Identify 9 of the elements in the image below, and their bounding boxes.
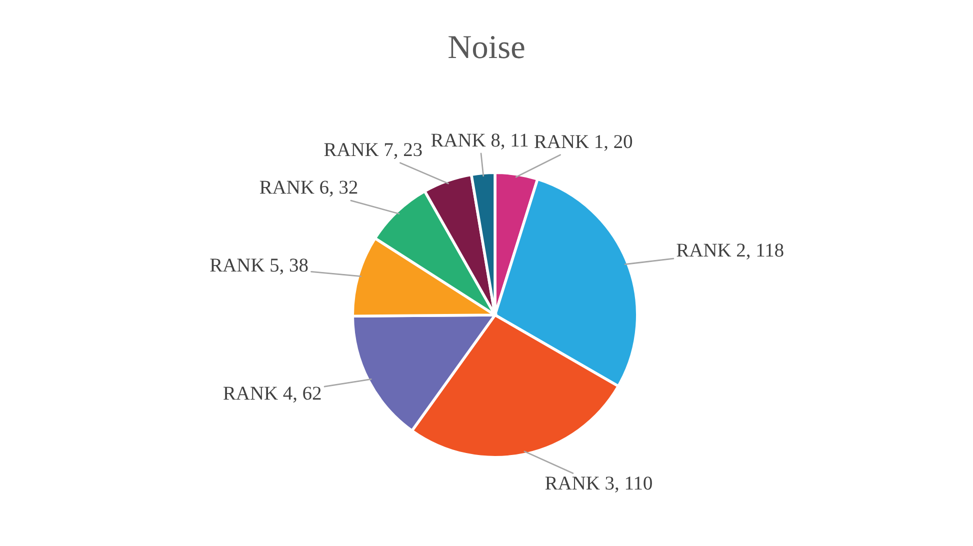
chart-title: Noise [448, 36, 524, 58]
slice-label: RANK 7, 23 [324, 143, 422, 159]
slice-label: RANK 4, 62 [223, 386, 321, 403]
slice-label: RANK 1, 20 [534, 135, 632, 151]
slice-label: RANK 8, 11 [431, 134, 528, 150]
slice-label: RANK 2, 118 [676, 244, 784, 260]
slice-label: RANK 6, 32 [260, 180, 358, 197]
slice-label: RANK 3, 110 [545, 476, 652, 492]
slice-label: RANK 5, 38 [210, 258, 308, 275]
